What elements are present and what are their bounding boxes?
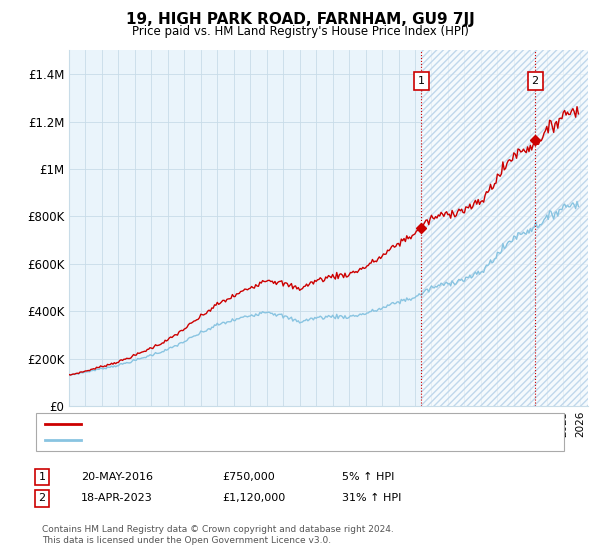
Text: £1,120,000: £1,120,000 (222, 493, 285, 503)
Text: 2: 2 (38, 493, 46, 503)
Bar (421, 50, 535, 406)
Text: 31% ↑ HPI: 31% ↑ HPI (342, 493, 401, 503)
Bar (421, 50, 535, 406)
Text: 19, HIGH PARK ROAD, FARNHAM, GU9 7JJ (detached house): 19, HIGH PARK ROAD, FARNHAM, GU9 7JJ (de… (87, 419, 394, 429)
Text: Price paid vs. HM Land Registry's House Price Index (HPI): Price paid vs. HM Land Registry's House … (131, 25, 469, 38)
Text: 1: 1 (38, 472, 46, 482)
Text: 2: 2 (532, 76, 539, 86)
Text: HPI: Average price, detached house, Waverley: HPI: Average price, detached house, Wave… (87, 435, 328, 445)
Bar (535, 50, 588, 406)
Text: Contains HM Land Registry data © Crown copyright and database right 2024.
This d: Contains HM Land Registry data © Crown c… (42, 525, 394, 545)
Text: 5% ↑ HPI: 5% ↑ HPI (342, 472, 394, 482)
Text: 1: 1 (418, 76, 425, 86)
Text: 18-APR-2023: 18-APR-2023 (81, 493, 153, 503)
Text: 19, HIGH PARK ROAD, FARNHAM, GU9 7JJ: 19, HIGH PARK ROAD, FARNHAM, GU9 7JJ (125, 12, 475, 27)
Text: 20-MAY-2016: 20-MAY-2016 (81, 472, 153, 482)
Bar (535, 50, 588, 406)
Text: £750,000: £750,000 (222, 472, 275, 482)
